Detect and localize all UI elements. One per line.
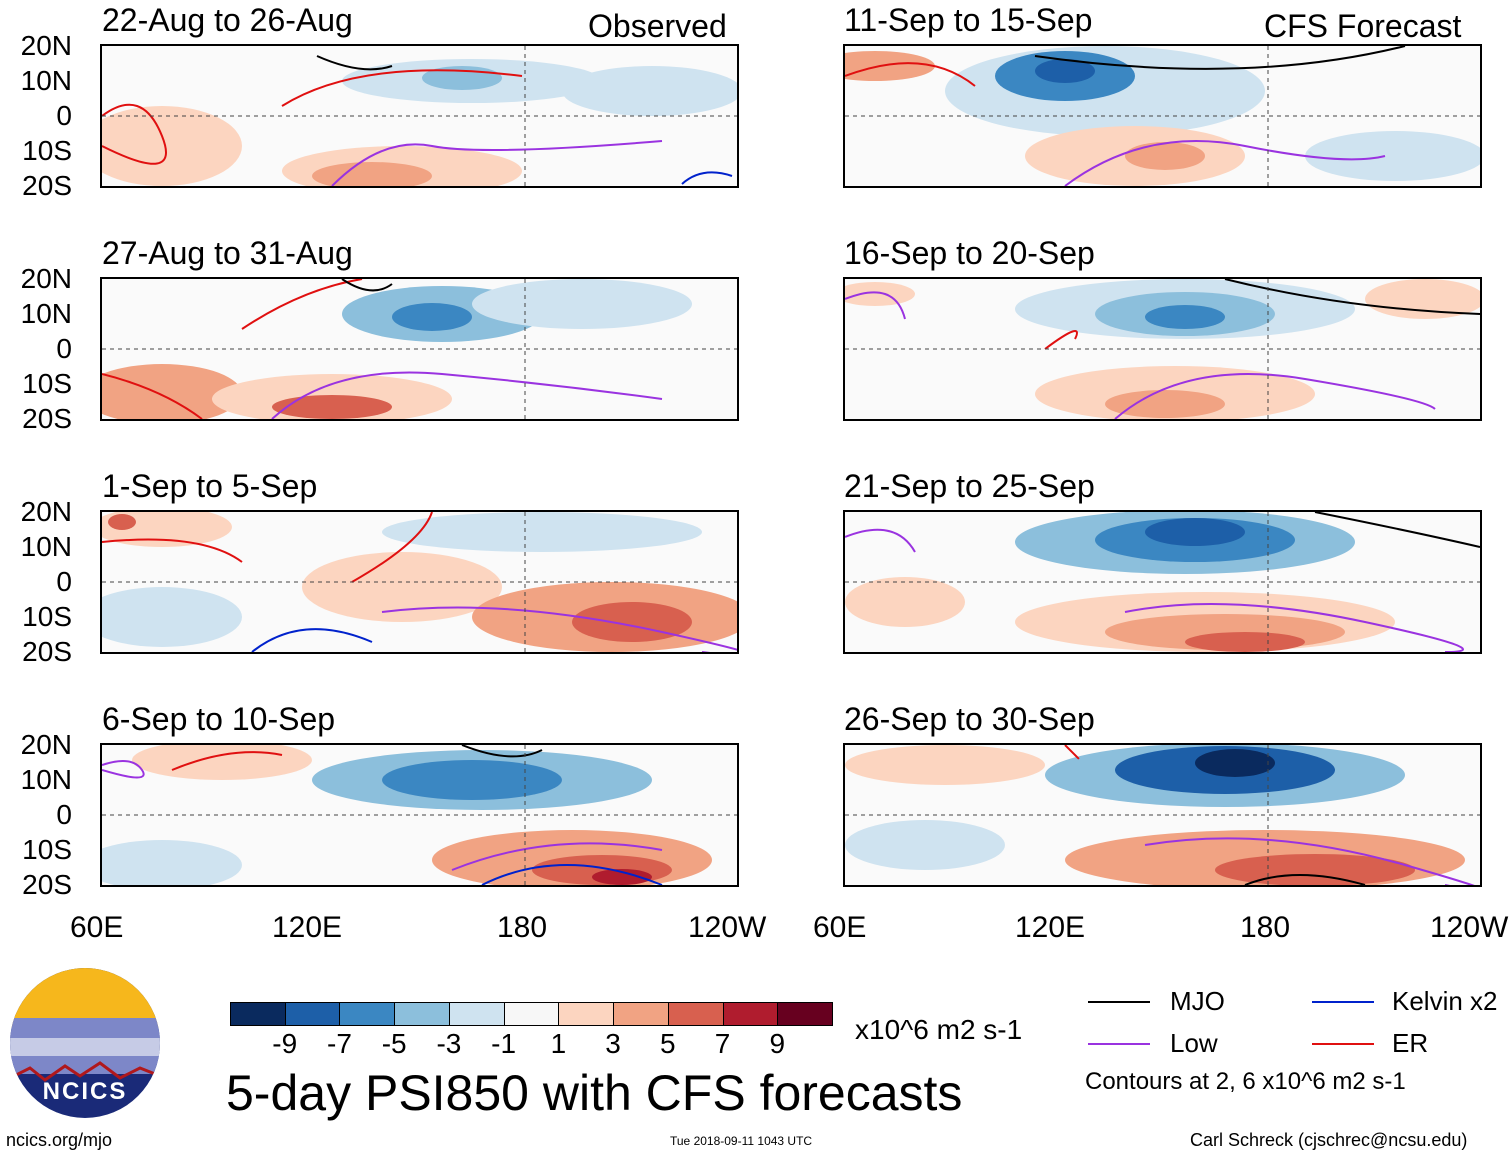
map-panel-5-field: [845, 46, 1480, 186]
map-panel-1-field: [102, 46, 737, 186]
colorbar-label: 1: [550, 1028, 567, 1059]
lat-label: 10N: [20, 65, 72, 96]
legend-er: ER: [1392, 1028, 1429, 1058]
map-panel-2: [100, 277, 739, 421]
map-panel-8: [843, 743, 1482, 887]
lat-label: 0: [56, 333, 72, 364]
lon-label: 60E: [70, 911, 124, 944]
panel-title-7: 21-Sep to 25-Sep: [844, 468, 1095, 504]
panel-title-4: 6-Sep to 10-Sep: [102, 701, 336, 737]
lat-label: 20S: [22, 403, 72, 434]
lat-label: 20N: [20, 263, 72, 294]
colorbar-label: -7: [327, 1028, 352, 1059]
lat-label: 10N: [20, 531, 72, 562]
colorbar-cell: [722, 1002, 779, 1026]
colorbar-cell: [394, 1002, 450, 1026]
colorbar-cell: [558, 1002, 615, 1026]
map-panel-3: [100, 510, 739, 654]
legend-kelvin: Kelvin x2: [1392, 986, 1498, 1016]
lat-label: 20S: [22, 636, 72, 667]
footer-author: Carl Schreck (cjschrec@ncsu.edu): [1190, 1130, 1468, 1150]
legend-er-line: [1312, 1043, 1374, 1045]
lon-label: 120W: [1430, 911, 1509, 944]
colorbar-cell: [339, 1002, 396, 1026]
map-panel-7-field: [845, 512, 1480, 652]
colorbar-label: -1: [491, 1028, 517, 1059]
legend-low-line: [1088, 1043, 1150, 1045]
lat-label: 10N: [20, 764, 72, 795]
lon-label: 180: [497, 911, 548, 944]
map-panel-1: [100, 44, 739, 188]
colorbar-label: -9: [272, 1028, 298, 1059]
colorbar-label: 5: [660, 1028, 676, 1059]
map-panel-6-field: [845, 279, 1480, 419]
panel-title-6: 16-Sep to 20-Sep: [844, 235, 1095, 271]
map-panel-8-field: [845, 745, 1480, 885]
colorbar-units: x10^6 m2 s-1: [855, 1014, 1023, 1045]
colorbar-label: 7: [714, 1028, 731, 1059]
main-title: 5-day PSI850 with CFS forecasts: [226, 1065, 963, 1121]
ncics-logo: NCICS: [10, 968, 160, 1118]
lat-label: 20N: [20, 496, 72, 527]
colorbar-label: 9: [769, 1028, 786, 1059]
lat-label: 10S: [22, 368, 72, 399]
lat-label: 10S: [22, 135, 72, 166]
colorbar-cell: [613, 1002, 669, 1026]
lat-label: 10N: [20, 298, 72, 329]
lat-label: 0: [56, 566, 72, 597]
colorbar-cell: [448, 1002, 505, 1026]
colorbar-cell: [777, 1002, 833, 1026]
colorbar-cell: [230, 1002, 286, 1026]
legend-mjo-line: [1088, 1001, 1150, 1003]
colorbar-cell: [284, 1002, 341, 1026]
colorbar-label: -5: [381, 1028, 407, 1059]
logo-text: NCICS: [42, 1078, 128, 1105]
observed-label: Observed: [588, 8, 727, 44]
footer-timestamp: Tue 2018-09-11 1043 UTC: [670, 1134, 813, 1148]
lat-label: 20S: [22, 869, 72, 900]
map-panel-7: [843, 510, 1482, 654]
lat-label: 0: [56, 100, 72, 131]
logo-mountain-line: [10, 1061, 160, 1082]
lon-label: 180: [1240, 911, 1291, 944]
legend-low: Low: [1170, 1028, 1218, 1058]
footer-url[interactable]: ncics.org/mjo: [6, 1130, 113, 1150]
panel-title-3: 1-Sep to 5-Sep: [102, 468, 318, 504]
colorbar-label: 3: [605, 1028, 621, 1059]
lat-label: 20N: [20, 30, 72, 61]
lat-label: 20S: [22, 170, 72, 201]
contours-note: Contours at 2, 6 x10^6 m2 s-1: [1085, 1068, 1406, 1095]
panel-title-2: 27-Aug to 31-Aug: [102, 235, 353, 271]
lat-label: 20N: [20, 729, 72, 760]
colorbar-cell: [667, 1002, 724, 1026]
map-panel-4-field: [102, 745, 737, 885]
lon-label: 120E: [1015, 911, 1086, 944]
map-panel-5: [843, 44, 1482, 188]
panel-title-8: 26-Sep to 30-Sep: [844, 701, 1095, 737]
map-panel-3-field: [102, 512, 737, 652]
legend-kelvin-line: [1312, 1001, 1374, 1003]
map-panel-2-field: [102, 279, 737, 419]
lat-label: 10S: [22, 834, 72, 865]
colorbar-cell: [503, 1002, 560, 1026]
panel-title-1: 22-Aug to 26-Aug: [102, 2, 353, 38]
legend-mjo: MJO: [1170, 986, 1225, 1016]
lon-label: 120W: [688, 911, 767, 944]
forecast-label: CFS Forecast: [1264, 8, 1462, 44]
map-panel-6: [843, 277, 1482, 421]
map-panel-4: [100, 743, 739, 887]
colorbar-label: -3: [436, 1028, 462, 1059]
lon-label: 120E: [272, 911, 343, 944]
lat-label: 10S: [22, 601, 72, 632]
lat-label: 0: [56, 799, 72, 830]
panel-title-5: 11-Sep to 15-Sep: [844, 2, 1093, 38]
lon-label: 60E: [813, 911, 867, 944]
